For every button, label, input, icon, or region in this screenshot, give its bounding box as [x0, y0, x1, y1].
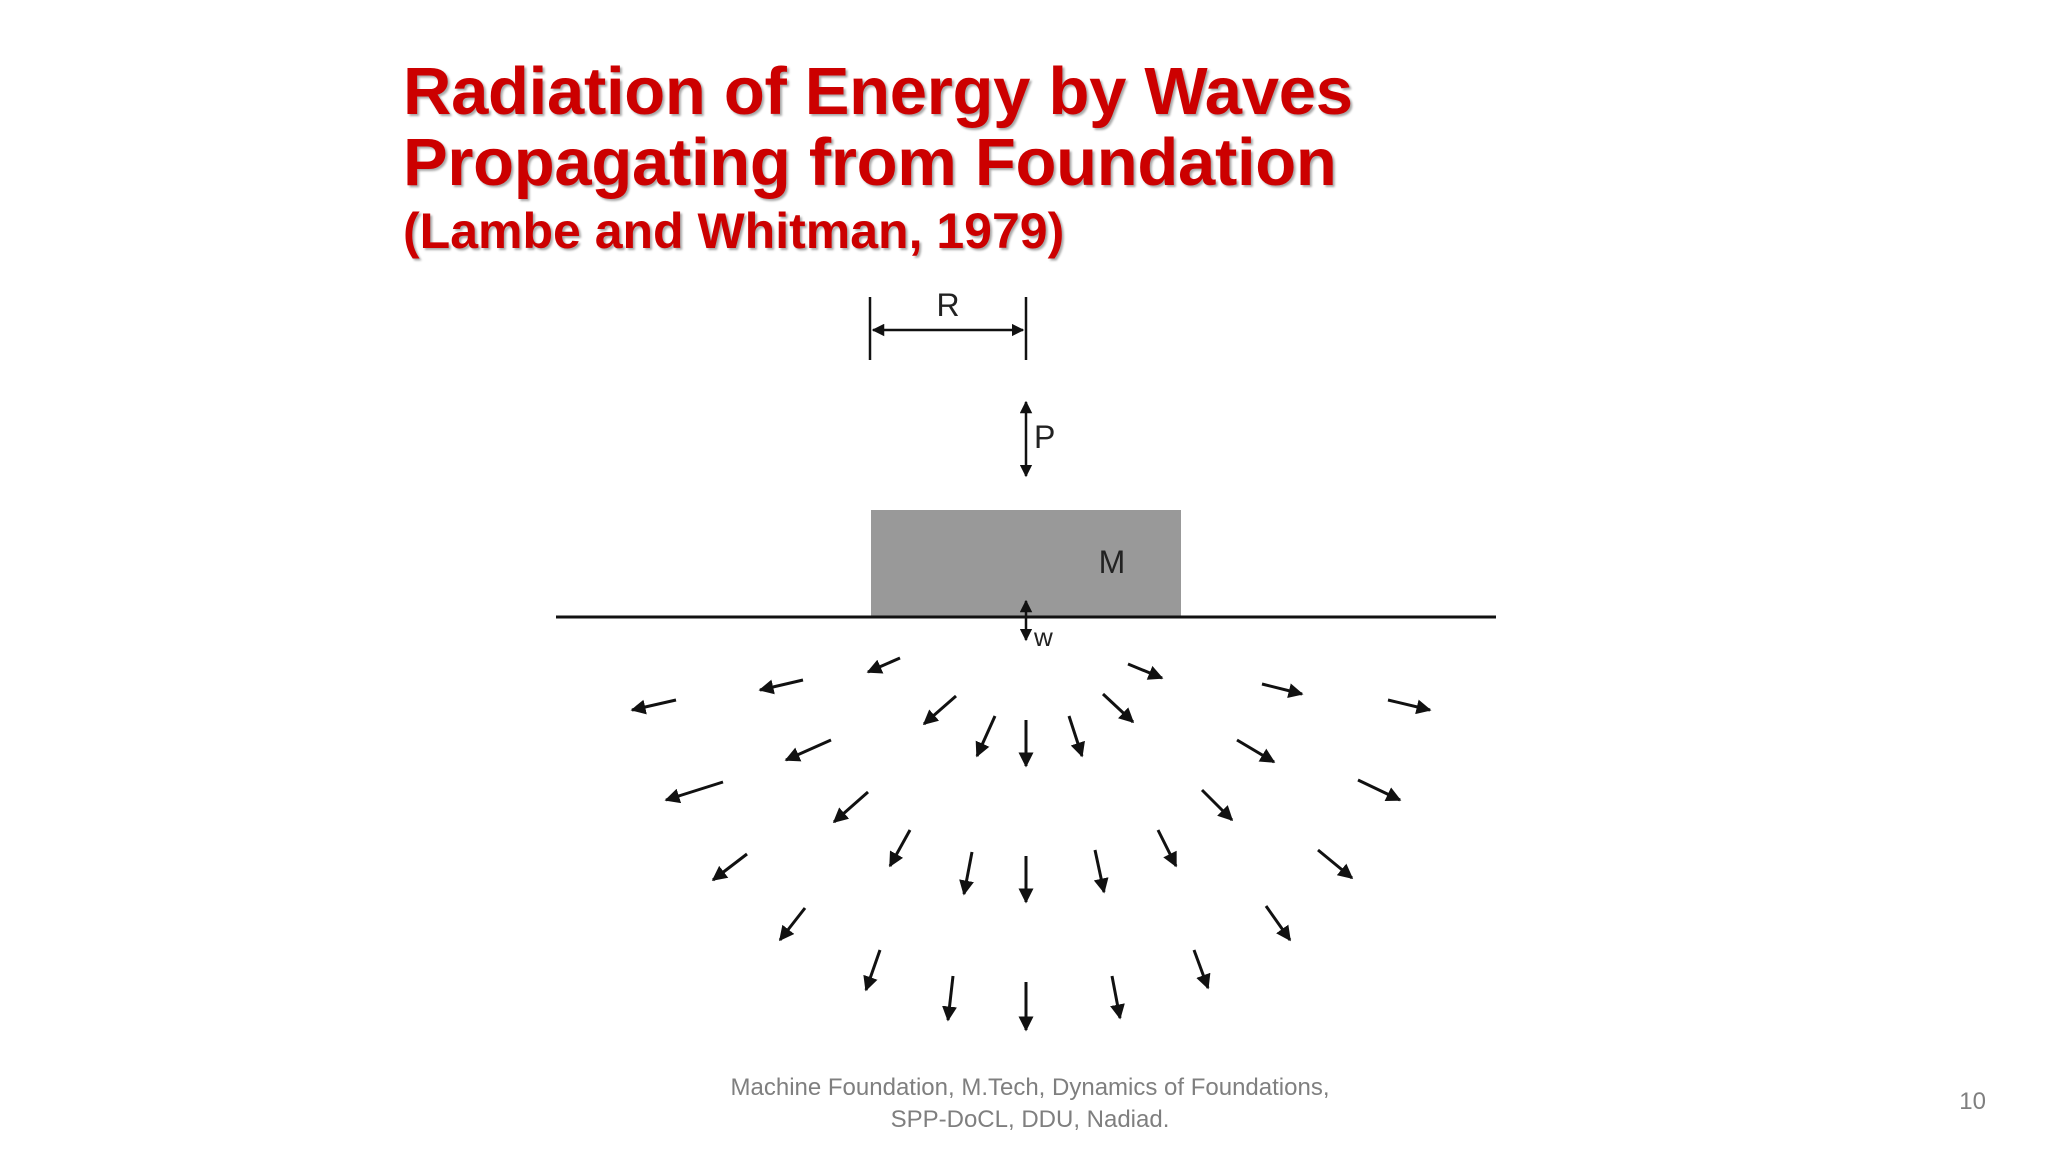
- wave-arrow: [959, 851, 974, 896]
- radius-label: R: [936, 287, 959, 323]
- wave-arrow: [664, 780, 724, 804]
- wave-arrow: [1192, 949, 1211, 990]
- title-citation: (Lambe and Whitman, 1979): [403, 203, 1065, 259]
- wave-arrow: [866, 656, 901, 674]
- radius-dimension: R: [868, 287, 1028, 360]
- wave-arrow: [1387, 698, 1432, 715]
- slide-footer: Machine Foundation, M.Tech, Dynamics of …: [680, 1072, 1380, 1136]
- footer-line-1: Machine Foundation, M.Tech, Dynamics of …: [730, 1074, 1330, 1101]
- wave-arrows: [630, 656, 1432, 1032]
- wave-arrow: [758, 678, 804, 695]
- wave-arrow: [1156, 829, 1178, 868]
- wave-arrow: [1110, 975, 1125, 1020]
- footer-line-2: SPP-DoCL, DDU, Nadiad.: [890, 1106, 1170, 1133]
- wave-arrow: [784, 738, 832, 762]
- wave-arrow: [1261, 682, 1304, 699]
- wave-arrow: [942, 975, 957, 1022]
- wave-arrow: [832, 790, 869, 824]
- foundation-mass-block: [871, 510, 1181, 617]
- mass-label: M: [1099, 544, 1126, 580]
- wave-arrow: [1317, 848, 1354, 880]
- wave-arrow: [888, 829, 912, 868]
- displacement-indicator: w: [1019, 599, 1053, 652]
- title-line-2: Propagating from Foundation: [403, 125, 1337, 200]
- wave-arrow: [1357, 778, 1402, 802]
- wave-arrow: [863, 949, 882, 992]
- slide-title: Radiation of Energy by Waves Propagating…: [403, 56, 1353, 262]
- displacement-label: w: [1033, 622, 1053, 652]
- wave-arrow: [630, 698, 677, 715]
- force-indicator: P: [1019, 400, 1055, 478]
- wave-arrow: [1236, 738, 1276, 764]
- wave-arrow: [1067, 715, 1085, 758]
- title-line-1: Radiation of Energy by Waves: [403, 54, 1353, 129]
- wave-arrow: [975, 715, 997, 758]
- wave-arrow: [1200, 788, 1234, 822]
- wave-arrow: [1093, 849, 1109, 894]
- force-label: P: [1034, 419, 1055, 455]
- wave-arrow: [922, 694, 957, 726]
- wave-arrow: [1127, 662, 1164, 680]
- page-number: 10: [1959, 1088, 1986, 1115]
- wave-arrow: [1101, 692, 1135, 724]
- wave-arrow: [778, 907, 807, 942]
- wave-arrow: [711, 852, 748, 882]
- wave-arrow: [1264, 905, 1292, 942]
